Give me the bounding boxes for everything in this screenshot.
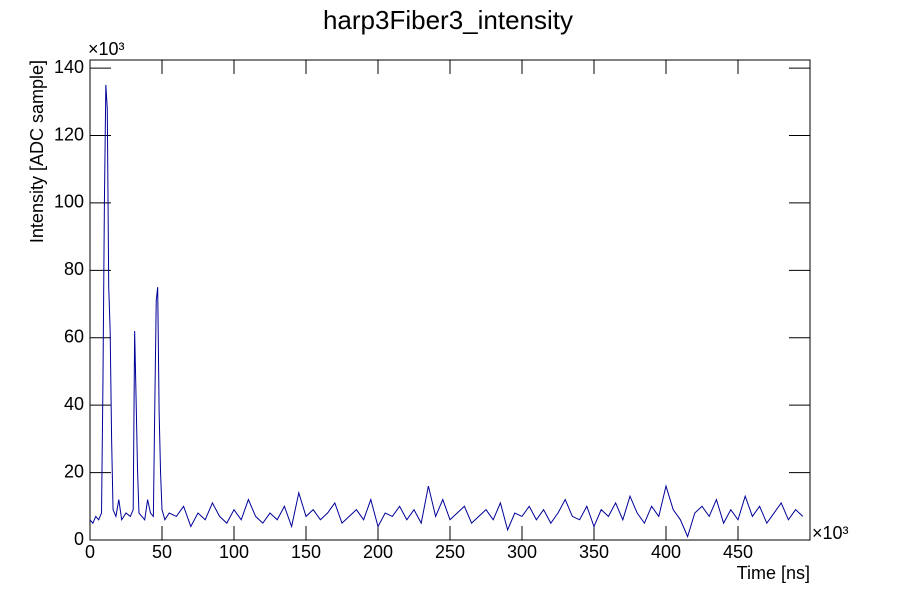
x-tick-label: 400	[651, 542, 681, 562]
x-tick-label: 450	[723, 542, 753, 562]
x-tick-label: 50	[152, 542, 172, 562]
y-tick-label: 100	[54, 192, 84, 212]
x-tick-label: 150	[291, 542, 321, 562]
x-tick-label: 100	[219, 542, 249, 562]
y-tick-label: 140	[54, 57, 84, 77]
x-axis-label: Time [ns]	[737, 563, 810, 583]
x-tick-label: 250	[435, 542, 465, 562]
x-tick-label: 300	[507, 542, 537, 562]
x-tick-label: 350	[579, 542, 609, 562]
y-tick-label: 0	[74, 529, 84, 549]
x-tick-label: 0	[85, 542, 95, 562]
y-tick-label: 120	[54, 124, 84, 144]
y-tick-label: 40	[64, 394, 84, 414]
data-line	[89, 84, 804, 539]
x-multiplier: ×10³	[812, 523, 849, 543]
y-axis-label: Intensity [ADC sample]	[27, 60, 47, 243]
chart-title: harp3Fiber3_intensity	[323, 5, 573, 35]
y-tick-label: 80	[64, 259, 84, 279]
y-multiplier: ×10³	[88, 39, 125, 59]
y-tick-label: 20	[64, 461, 84, 481]
x-tick-label: 200	[363, 542, 393, 562]
y-tick-label: 60	[64, 327, 84, 347]
